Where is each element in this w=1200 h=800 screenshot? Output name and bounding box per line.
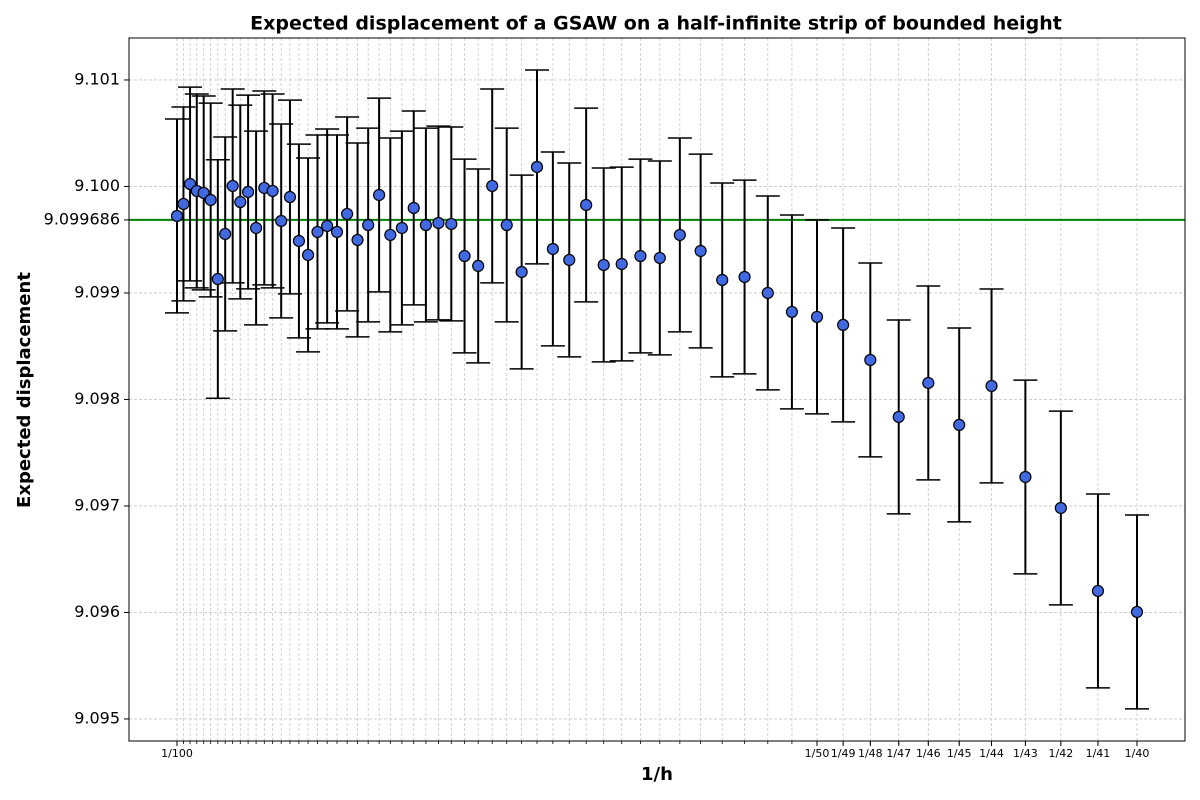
data-point — [694, 244, 707, 258]
data-point — [953, 418, 966, 432]
y-tick-label: 9.099686 — [44, 209, 120, 228]
data-point — [362, 218, 375, 232]
data-point — [351, 233, 364, 247]
data-point — [597, 258, 610, 272]
data-point — [580, 198, 593, 212]
x-tick-label: 1/100 — [161, 747, 193, 760]
x-tick-label: 1/46 — [916, 747, 941, 760]
data-point — [330, 225, 344, 239]
y-tick-label: 9.097 — [74, 495, 120, 514]
data-point — [266, 184, 279, 198]
data-point — [170, 209, 184, 223]
data-point — [472, 259, 485, 273]
data-point — [922, 376, 935, 390]
data-point — [530, 160, 544, 174]
y-tick-label: 9.096 — [74, 602, 120, 621]
x-tick-label: 1/40 — [1125, 747, 1150, 760]
plot-frame — [128, 37, 1186, 742]
data-point — [653, 251, 666, 265]
x-tick-label: 1/50 — [805, 747, 830, 760]
data-point — [785, 305, 799, 319]
y-tick-label: 9.099 — [74, 282, 120, 301]
data-point — [810, 310, 824, 324]
data-point — [761, 286, 774, 300]
x-tick-label: 1/42 — [1048, 747, 1073, 760]
x-tick-label: 1/43 — [1013, 747, 1038, 760]
data-point — [673, 228, 686, 242]
data-point — [242, 185, 255, 199]
chart-title: Expected displacement of a GSAW on a hal… — [250, 13, 1062, 35]
y-tick-label: 9.101 — [74, 69, 120, 88]
data-point — [407, 201, 420, 215]
data-point — [892, 410, 905, 424]
y-tick-label: 9.098 — [74, 389, 120, 408]
data-point — [373, 188, 386, 202]
x-tick-label: 1/41 — [1086, 747, 1111, 760]
data-point — [458, 249, 471, 263]
data-point — [837, 318, 850, 332]
x-axis-label: 1/h — [641, 764, 673, 785]
data-point — [283, 190, 297, 204]
data-point — [395, 221, 408, 235]
x-tick-label: 1/45 — [947, 747, 972, 760]
data-point — [486, 179, 499, 193]
data-point — [445, 217, 458, 231]
data-point — [384, 228, 397, 242]
data-point — [311, 225, 324, 239]
data-point — [226, 179, 239, 193]
data-point — [275, 214, 288, 228]
y-tick-label: 9.095 — [74, 708, 120, 727]
x-tick-label: 1/48 — [858, 747, 883, 760]
data-point — [301, 248, 315, 262]
data-point — [177, 197, 190, 211]
data-point — [1054, 501, 1067, 515]
data-point — [211, 272, 224, 286]
y-axis-label: Expected displacement — [14, 272, 35, 508]
x-tick-label: 1/47 — [886, 747, 911, 760]
y-tick-label: 9.100 — [74, 176, 120, 195]
data-point — [419, 218, 432, 232]
data-point — [1091, 584, 1105, 598]
data-point — [204, 193, 217, 207]
data-point — [615, 257, 628, 271]
data-point — [546, 242, 559, 256]
data-point — [1130, 605, 1144, 619]
data-point — [250, 221, 263, 235]
data-point — [864, 353, 877, 367]
data-point — [292, 234, 306, 248]
data-point — [738, 270, 751, 284]
data-point — [1019, 470, 1032, 484]
x-tick-label: 1/44 — [979, 747, 1004, 760]
data-point — [563, 253, 576, 267]
x-tick-label: 1/49 — [831, 747, 856, 760]
data-point — [234, 195, 247, 209]
data-point — [500, 218, 513, 232]
data-point — [432, 216, 445, 230]
data-point — [219, 227, 232, 241]
data-point — [634, 249, 647, 263]
data-point — [985, 379, 998, 393]
data-point — [321, 219, 334, 233]
data-point — [515, 265, 528, 279]
data-point — [716, 273, 729, 287]
data-point — [341, 207, 354, 221]
